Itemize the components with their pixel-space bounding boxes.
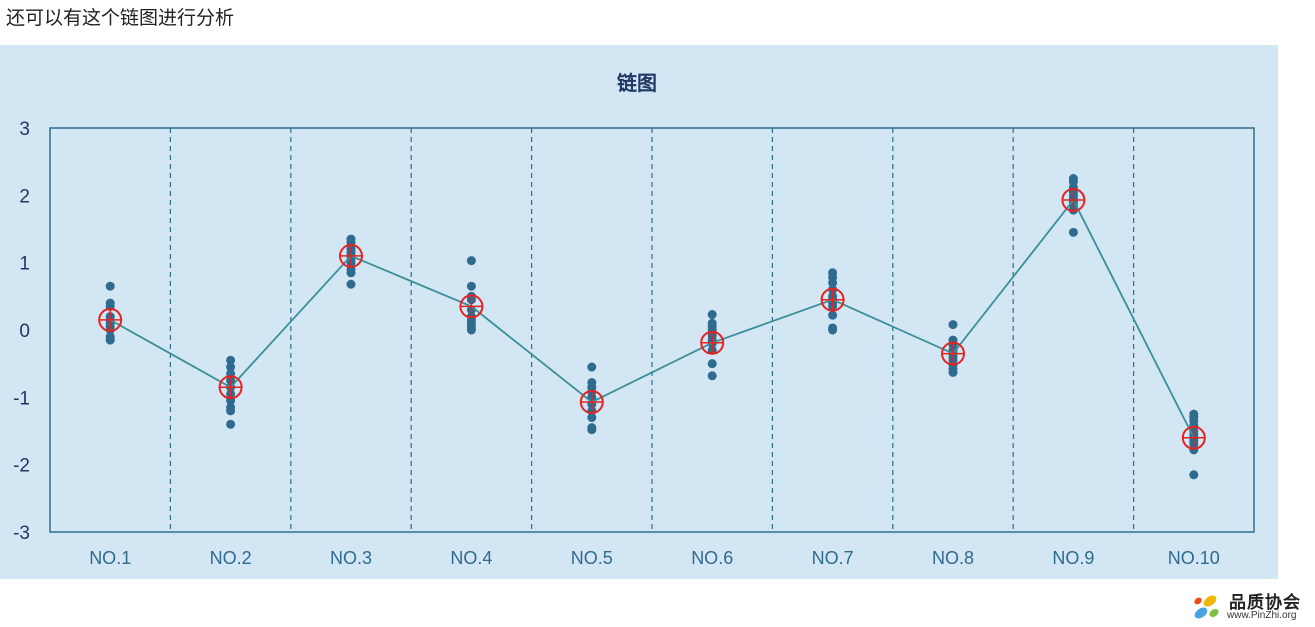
chain-chart-panel: 链图 3 2 1 0 -1 -2 -3 NO.1 NO.2 NO.3 NO.4 NO.5 NO.6 NO.…	[0, 45, 1278, 579]
data-point	[948, 367, 958, 377]
data-point	[707, 371, 717, 381]
chart-title: 链图	[617, 71, 657, 95]
intro-text: 还可以有这个链图进行分析	[6, 7, 235, 29]
y-tick-label: 0	[19, 321, 30, 342]
data-point	[828, 278, 838, 288]
x-tick-label: NO.2	[210, 548, 252, 568]
data-point	[346, 279, 356, 289]
data-point	[226, 362, 236, 372]
data-point	[105, 335, 115, 345]
x-tick-label: NO.9	[1052, 548, 1094, 568]
logo-url: www.PinZhi.org	[1227, 610, 1297, 621]
y-tick-label: 1	[19, 254, 30, 275]
logo-mark-icon	[1194, 595, 1219, 619]
y-tick-label: -3	[13, 523, 30, 544]
data-point	[346, 268, 356, 278]
y-tick-label: 2	[19, 186, 30, 207]
x-tick-label: NO.5	[571, 548, 613, 568]
x-tick-label: NO.8	[932, 548, 974, 568]
data-point	[707, 359, 717, 369]
data-point	[226, 406, 236, 416]
data-point	[948, 320, 958, 330]
data-point	[587, 362, 597, 372]
y-tick-label: -2	[13, 456, 30, 477]
data-point	[226, 419, 236, 429]
data-point	[1189, 470, 1199, 480]
pinzhi-logo: 品质协会 www.PinZhi.org	[1190, 588, 1315, 624]
x-tick-label: NO.6	[691, 548, 733, 568]
data-point	[587, 413, 597, 423]
data-point	[226, 355, 236, 365]
data-point	[828, 310, 838, 320]
mean-line	[109, 198, 1195, 439]
x-tick-label: NO.3	[330, 548, 372, 568]
data-point	[707, 310, 717, 320]
data-point	[466, 325, 476, 335]
x-tick-label: NO.4	[450, 548, 492, 568]
data-point	[587, 425, 597, 435]
y-tick-label: 3	[19, 119, 30, 140]
x-tick-label: NO.10	[1168, 548, 1220, 568]
chain-chart: 链图 3 2 1 0 -1 -2 -3 NO.1 NO.2 NO.3 NO.4 NO.5 NO.6 NO.…	[13, 71, 1255, 568]
data-point	[105, 281, 115, 291]
x-tick-label: NO.1	[89, 548, 131, 568]
data-point	[466, 256, 476, 266]
x-tick-label: NO.7	[812, 548, 854, 568]
data-point	[828, 325, 838, 335]
logo-name: 品质协会	[1229, 593, 1301, 613]
data-point	[466, 281, 476, 291]
data-point	[1068, 227, 1078, 237]
y-tick-label: -1	[13, 388, 30, 409]
